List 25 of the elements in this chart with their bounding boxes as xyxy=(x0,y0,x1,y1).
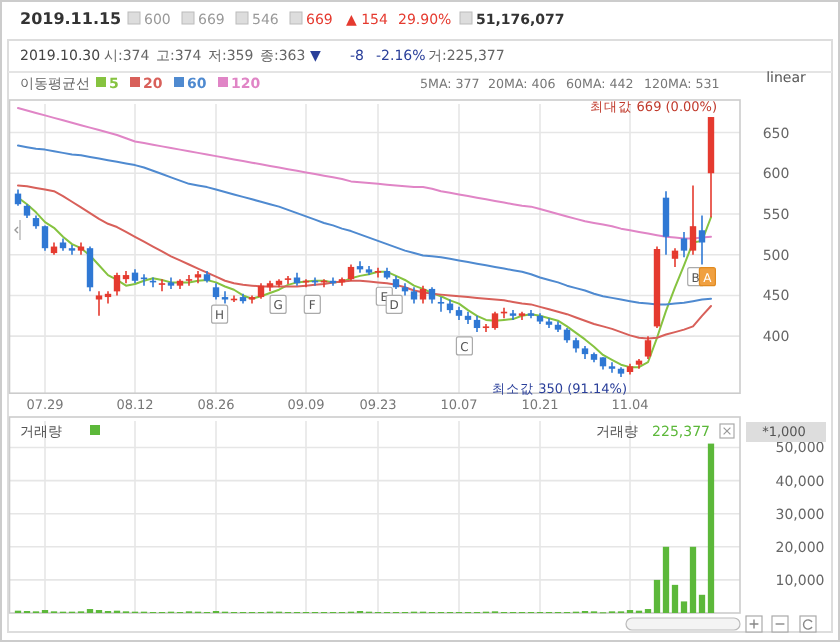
candlestick xyxy=(185,274,193,287)
candlestick xyxy=(680,231,688,258)
candlestick xyxy=(221,290,229,305)
candlestick xyxy=(158,278,166,293)
candlestick xyxy=(113,271,121,297)
bar xyxy=(707,443,715,613)
bar xyxy=(689,546,697,613)
bar xyxy=(662,546,670,613)
candlestick xyxy=(671,247,679,268)
candlestick xyxy=(95,290,103,317)
text: 2019.11.15 xyxy=(20,10,123,28)
line-series xyxy=(17,144,712,306)
candlestick xyxy=(644,335,652,360)
candlestick xyxy=(86,245,94,293)
candlestick xyxy=(662,190,670,256)
candlestick xyxy=(77,241,85,256)
candlestick xyxy=(248,294,256,305)
candlestick xyxy=(698,214,706,266)
candlestick xyxy=(608,361,616,374)
candlestick xyxy=(374,266,382,279)
candlestick xyxy=(437,296,445,313)
line-series xyxy=(17,196,712,369)
candlestick xyxy=(41,224,49,252)
candlestick xyxy=(284,275,292,285)
candlestick xyxy=(689,184,697,256)
